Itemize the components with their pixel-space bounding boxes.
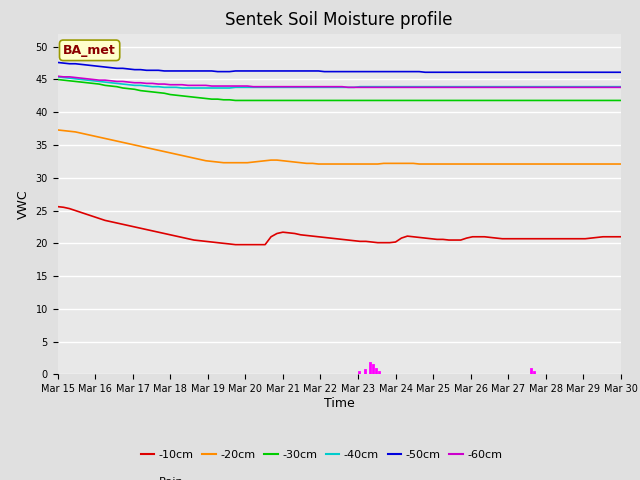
-40cm <box>303 84 310 90</box>
-60cm <box>344 84 352 90</box>
Line: -40cm: -40cm <box>58 77 621 88</box>
-60cm <box>131 80 138 85</box>
-10cm <box>575 236 583 241</box>
Title: Sentek Soil Moisture profile: Sentek Soil Moisture profile <box>225 11 453 29</box>
-20cm <box>575 161 583 167</box>
-30cm <box>232 97 239 103</box>
Line: -30cm: -30cm <box>58 80 621 100</box>
-20cm <box>54 127 61 133</box>
-20cm <box>344 161 352 167</box>
-60cm <box>617 84 625 90</box>
-10cm <box>617 234 625 240</box>
-30cm <box>617 97 625 103</box>
-10cm <box>303 233 310 239</box>
Legend: Rain: Rain <box>136 473 188 480</box>
-30cm <box>344 97 352 103</box>
-10cm <box>131 224 138 230</box>
-30cm <box>362 97 370 103</box>
-50cm <box>297 68 305 74</box>
-50cm <box>617 70 625 75</box>
-50cm <box>131 67 138 72</box>
-50cm <box>54 60 61 65</box>
-50cm <box>421 70 429 75</box>
-10cm <box>344 237 352 243</box>
-60cm <box>339 84 346 90</box>
-40cm <box>54 74 61 80</box>
-40cm <box>220 85 227 91</box>
Text: BA_met: BA_met <box>63 44 116 57</box>
X-axis label: Time: Time <box>324 397 355 410</box>
-30cm <box>303 97 310 103</box>
Y-axis label: VWC: VWC <box>17 189 30 219</box>
-20cm <box>362 161 370 167</box>
-50cm <box>214 69 221 74</box>
-20cm <box>617 161 625 167</box>
-40cm <box>575 84 583 90</box>
-20cm <box>214 159 221 165</box>
-50cm <box>356 69 364 74</box>
-40cm <box>131 83 138 88</box>
-40cm <box>362 84 370 90</box>
Line: -60cm: -60cm <box>58 76 621 87</box>
-60cm <box>54 73 61 79</box>
-10cm <box>232 242 239 248</box>
-20cm <box>297 160 305 166</box>
-40cm <box>179 85 186 91</box>
-10cm <box>362 239 370 244</box>
-50cm <box>339 69 346 74</box>
-20cm <box>131 142 138 148</box>
-50cm <box>575 70 583 75</box>
Line: -10cm: -10cm <box>58 206 621 245</box>
-60cm <box>575 84 583 90</box>
-40cm <box>344 84 352 90</box>
Line: -20cm: -20cm <box>58 130 621 164</box>
-40cm <box>617 84 625 90</box>
-30cm <box>214 96 221 102</box>
-20cm <box>315 161 323 167</box>
-10cm <box>54 204 61 209</box>
-10cm <box>214 240 221 246</box>
-30cm <box>131 86 138 92</box>
-30cm <box>54 77 61 83</box>
-60cm <box>214 83 221 89</box>
-30cm <box>575 97 583 103</box>
Line: -50cm: -50cm <box>58 62 621 72</box>
-60cm <box>297 84 305 90</box>
-60cm <box>362 84 370 90</box>
